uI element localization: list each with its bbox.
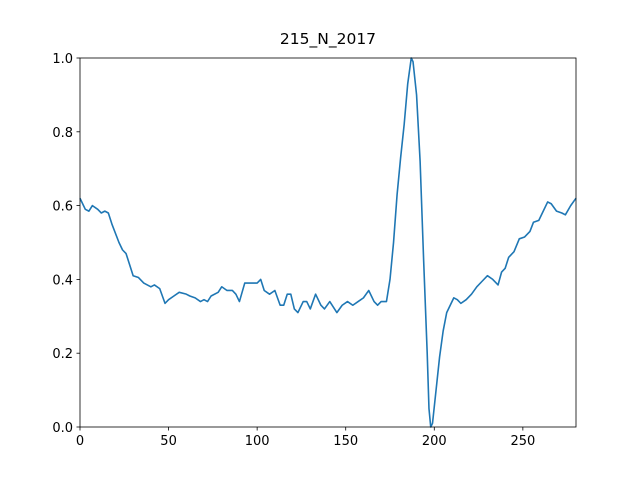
y-tick-label: 1.0 [52,52,73,67]
y-tick-label: 0.4 [52,273,73,288]
y-tick-label: 0.6 [52,200,73,215]
y-tick-label: 0.8 [52,126,73,141]
x-tick-label: 0 [76,434,84,449]
y-tick-label: 0.2 [52,347,73,362]
y-tick-label: 0.0 [52,421,73,436]
x-tick-label: 250 [510,434,535,449]
data-line [79,57,577,428]
chart-title: 215_N_2017 [280,30,376,49]
x-tick-label: 150 [333,434,358,449]
x-tick-label: 50 [160,434,177,449]
x-tick-label: 100 [245,434,270,449]
x-tick-label: 200 [422,434,447,449]
axes-frame [79,57,577,428]
